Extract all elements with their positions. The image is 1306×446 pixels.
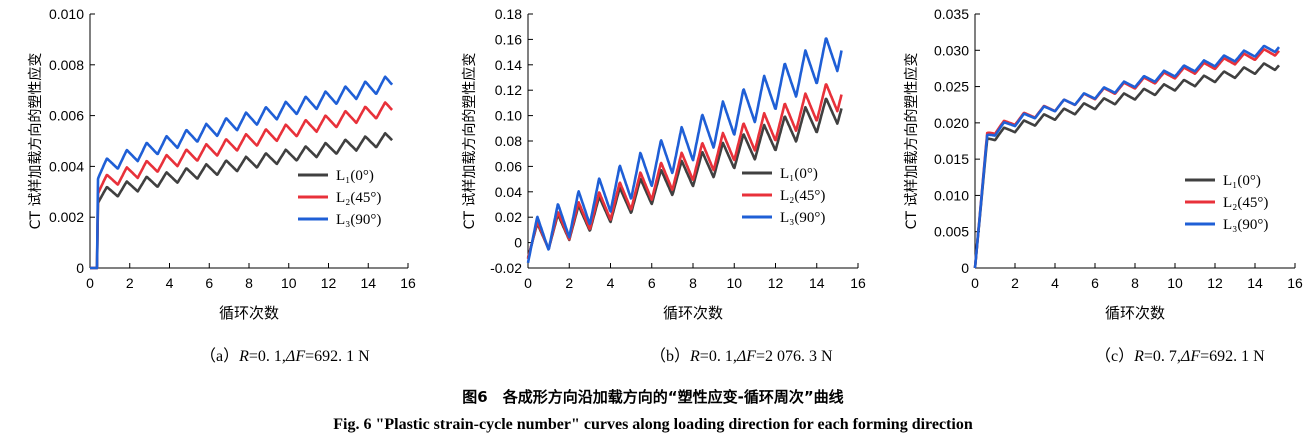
y-tick-label: 0.002 — [49, 209, 84, 225]
subplot-label: （a）R=0. 1,ΔF=692. 1 N — [200, 347, 370, 365]
series-line-L2 — [526, 83, 843, 260]
x-tick-label: 14 — [809, 275, 825, 291]
x-tick-label: 8 — [689, 275, 697, 291]
series-line-L3 — [90, 75, 394, 270]
series-line-L2 — [90, 101, 394, 270]
legend-label-L2: L₂(45°) — [1223, 195, 1268, 211]
x-axis-label: 循环次数 — [663, 304, 723, 322]
figure-caption-en: Fig. 6 "Plastic strain-cycle number" cur… — [333, 416, 973, 433]
x-tick-label: 2 — [565, 275, 573, 291]
legend-label-L3: L₃(90°) — [780, 210, 825, 226]
x-tick-label: 4 — [607, 275, 615, 291]
legend-label-L2: L₂(45°) — [336, 190, 381, 206]
chart-panel-c: 0 0.005 0.010 0.015 0.020 0.025 0.030 0.035 0 2 4 6… — [903, 6, 1303, 365]
y-tick-label: 0.015 — [934, 151, 969, 167]
x-tick-label: 12 — [321, 275, 337, 291]
x-tick-label: 12 — [1207, 275, 1223, 291]
x-tick-label: 6 — [1091, 275, 1099, 291]
x-tick-label: 10 — [281, 275, 297, 291]
x-tick-label: 8 — [245, 275, 253, 291]
y-tick-label: 0.005 — [934, 224, 969, 240]
x-tick-label: 8 — [1131, 275, 1139, 291]
x-tick-label: 16 — [400, 275, 416, 291]
subplot-label: （b）R=0. 1,ΔF=2 076. 3 N — [650, 347, 833, 365]
x-tick-label: 2 — [126, 275, 134, 291]
chart-panel-a: 0 0.002 0.004 0.006 0.008 0.010 0 2 4 6 8 10 12 14 16 循… — [27, 6, 416, 365]
x-tick-label: 4 — [1051, 275, 1059, 291]
legend-label-L1: L₁(0°) — [336, 168, 374, 184]
y-tick-label: 0.004 — [49, 158, 84, 174]
legend-label-L3: L₃(90°) — [336, 212, 381, 228]
y-tick-label: 0.035 — [934, 6, 969, 22]
series-line-L3 — [973, 44, 1280, 269]
y-tick-label: 0 — [514, 235, 522, 251]
x-axis-label: 循环次数 — [219, 304, 279, 322]
y-tick-label: 0 — [961, 260, 969, 276]
x-tick-label: 16 — [850, 275, 866, 291]
y-tick-label: 0.08 — [495, 133, 522, 149]
y-tick-label: 0.04 — [495, 184, 522, 200]
legend-label-L1: L₁(0°) — [1223, 173, 1261, 189]
x-tick-label: 6 — [205, 275, 213, 291]
y-tick-label: 0.10 — [495, 108, 522, 124]
subplot-label: （c）R=0. 7,ΔF=692. 1 N — [1095, 347, 1265, 365]
y-tick-label: 0.02 — [495, 209, 522, 225]
y-tick-label: 0.006 — [49, 108, 84, 124]
y-tick-label: 0.025 — [934, 79, 969, 95]
y-tick-label: 0.010 — [934, 187, 969, 203]
x-tick-label: 0 — [971, 275, 979, 291]
x-tick-label: 10 — [726, 275, 742, 291]
x-tick-label: 6 — [648, 275, 656, 291]
y-tick-label: 0 — [76, 260, 84, 276]
y-tick-label: 0.008 — [49, 57, 84, 73]
y-tick-label: 0.020 — [934, 115, 969, 131]
x-axis-label: 循环次数 — [1105, 304, 1165, 322]
x-tick-label: 14 — [1247, 275, 1263, 291]
x-tick-label: 2 — [1011, 275, 1019, 291]
x-tick-label: 12 — [768, 275, 784, 291]
series-line-L1 — [973, 62, 1280, 269]
x-tick-label: 4 — [166, 275, 174, 291]
y-axis-label: CT 试样加载方向的塑性应变 — [461, 53, 478, 230]
series-line-L1 — [90, 132, 394, 270]
y-tick-label: 0.12 — [495, 82, 522, 98]
y-tick-label: 0.030 — [934, 42, 969, 58]
x-tick-label: 10 — [1167, 275, 1183, 291]
y-tick-label: 0.14 — [495, 57, 522, 73]
y-tick-label: 0.010 — [49, 6, 84, 22]
legend-label-L3: L₃(90°) — [1223, 217, 1268, 233]
x-tick-label: 14 — [360, 275, 376, 291]
x-tick-label: 16 — [1287, 275, 1303, 291]
chart-panel-b: -0.0200.020.040.060.080.100.120.140.160.… — [461, 6, 866, 365]
y-axis-label: CT 试样加载方向的塑性应变 — [903, 53, 920, 230]
y-tick-label: 0.18 — [495, 6, 522, 22]
y-tick-label: 0.16 — [495, 31, 522, 47]
x-tick-label: 0 — [86, 275, 94, 291]
y-tick-label: -0.02 — [490, 260, 522, 276]
y-tick-label: 0.06 — [495, 158, 522, 174]
legend-label-L2: L₂(45°) — [780, 188, 825, 204]
y-axis-label: CT 试样加载方向的塑性应变 — [27, 53, 44, 230]
x-tick-label: 0 — [524, 275, 532, 291]
series-line-L3 — [526, 37, 843, 264]
legend-label-L1: L₁(0°) — [780, 166, 818, 182]
figure-caption-cn: 图6 各成形方向沿加载方向的“塑性应变-循环周次”曲线 — [462, 388, 844, 406]
